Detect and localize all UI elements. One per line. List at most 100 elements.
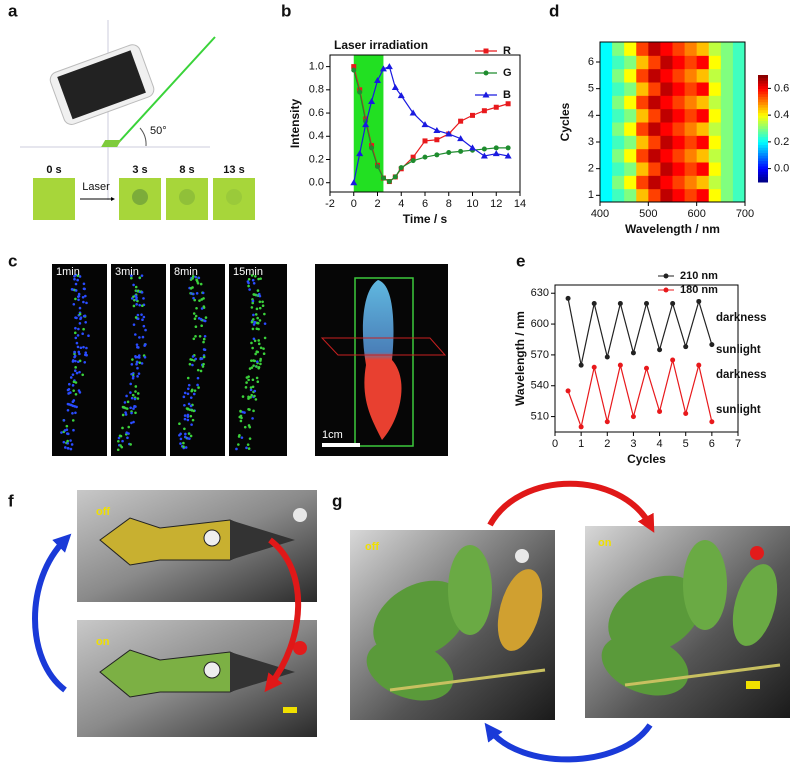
heat-cell (600, 175, 613, 190)
panel-label: e (516, 251, 525, 270)
heat-cell (600, 68, 613, 83)
fluorescence-dot (198, 299, 201, 302)
fluorescence-dot (135, 298, 138, 301)
marker (369, 145, 375, 151)
colorbar-segment (758, 155, 768, 159)
fluorescence-dot (247, 395, 250, 399)
marker (409, 109, 417, 116)
fluorescence-dot (189, 434, 193, 438)
fluorescence-dot (124, 413, 128, 416)
fluorescence-dot (74, 297, 77, 301)
fluorescence-dot (188, 362, 192, 366)
fluorescence-dot (258, 306, 262, 310)
fluorescence-dot (184, 446, 188, 449)
heat-cell (636, 68, 649, 83)
fluorescence-dot (82, 327, 85, 331)
heat-cell (636, 42, 649, 56)
fluorescence-dot (251, 378, 255, 382)
heat-cell (612, 148, 625, 163)
time-label: 15min (233, 266, 263, 278)
fluorescence-dot (130, 274, 133, 277)
colorbar-segment (758, 123, 768, 127)
fluorescence-dot (192, 312, 196, 315)
fluorescence-dot (129, 391, 132, 394)
plot-frame (329, 54, 521, 193)
heat-cell (696, 55, 710, 70)
heat-cell (660, 148, 673, 163)
fluorescence-dot (259, 362, 262, 366)
fluorescence-dot (251, 346, 254, 350)
heat-cell (612, 162, 625, 176)
marker (445, 130, 453, 137)
state-label: on (598, 537, 612, 549)
fluorescence-dot (67, 382, 71, 386)
fluorescence-dot (257, 365, 261, 369)
heat-cell (672, 175, 686, 190)
colorbar-tick-label: 0.0 (774, 163, 789, 175)
plot-frame (554, 284, 739, 433)
fluorescence-dot (263, 322, 267, 325)
fluorescence-dot (134, 285, 138, 289)
y-tick-label: 5 (588, 83, 594, 95)
marker (356, 150, 364, 157)
fluorescence-dot (87, 334, 90, 337)
fluorescence-dot (131, 393, 135, 397)
fluorescence-dot (245, 376, 249, 379)
colorbar-segment (758, 173, 768, 178)
marker (670, 301, 676, 307)
heat-cell (648, 188, 661, 203)
heat-cell (696, 122, 710, 136)
fluorescence-dot (73, 354, 77, 358)
time-label: 8 s (179, 164, 194, 176)
heat-cell (696, 188, 710, 203)
fluorescence-dot (75, 405, 78, 409)
fluorescence-dot (189, 404, 193, 408)
marker (591, 301, 597, 307)
colorbar-segment (758, 131, 768, 135)
fluorescence-dot (82, 300, 85, 304)
fluorescence-dot (255, 376, 259, 380)
series-line (567, 298, 713, 366)
fluorescence-dot (62, 418, 66, 422)
fluorescence-dot (76, 360, 80, 364)
fluorescence-dot (194, 275, 198, 279)
heat-cell (720, 148, 734, 163)
colorbar-segment (758, 117, 768, 121)
fluorescence-dot (134, 411, 137, 415)
annotation: sunlight (716, 344, 761, 356)
heat-cell (624, 122, 637, 136)
fluorescence-dot (250, 320, 254, 324)
fluorescence-dot (85, 301, 88, 305)
fluorescence-dot (203, 334, 207, 338)
colorbar-segment (758, 141, 768, 146)
heat-cell (612, 122, 625, 136)
marker (392, 174, 398, 180)
fluorescence-dot (69, 376, 73, 379)
heat-cell (732, 175, 746, 190)
fluorescence-dot (130, 372, 133, 376)
marker (458, 118, 464, 124)
heat-cell (624, 42, 637, 56)
colorbar-tick-label: 0.6 (774, 82, 789, 94)
fluorescence-dot (130, 276, 133, 280)
fluorescence-dot (256, 289, 260, 292)
heat-cell (720, 68, 734, 83)
fluorescence-dot (179, 442, 182, 445)
heat-cell (732, 162, 746, 176)
fluorescence-dot (179, 432, 182, 436)
state-label: off (96, 506, 110, 518)
fluorescence-dot (132, 295, 135, 298)
heat-cell (660, 188, 673, 203)
fluorescence-dot (189, 414, 193, 418)
fluorescence-dot (134, 355, 138, 359)
fluorescence-dot (127, 425, 131, 429)
heat-cell (660, 42, 673, 56)
fluorescence-dot (64, 446, 67, 449)
y-tick-label: 0.4 (309, 130, 324, 142)
marker (480, 152, 488, 159)
fluorescence-dot (192, 296, 195, 300)
heat-cell (696, 42, 710, 56)
fluorescence-dot (134, 316, 138, 319)
fluorescence-dot (75, 371, 79, 375)
fluorescence-dot (261, 304, 265, 308)
